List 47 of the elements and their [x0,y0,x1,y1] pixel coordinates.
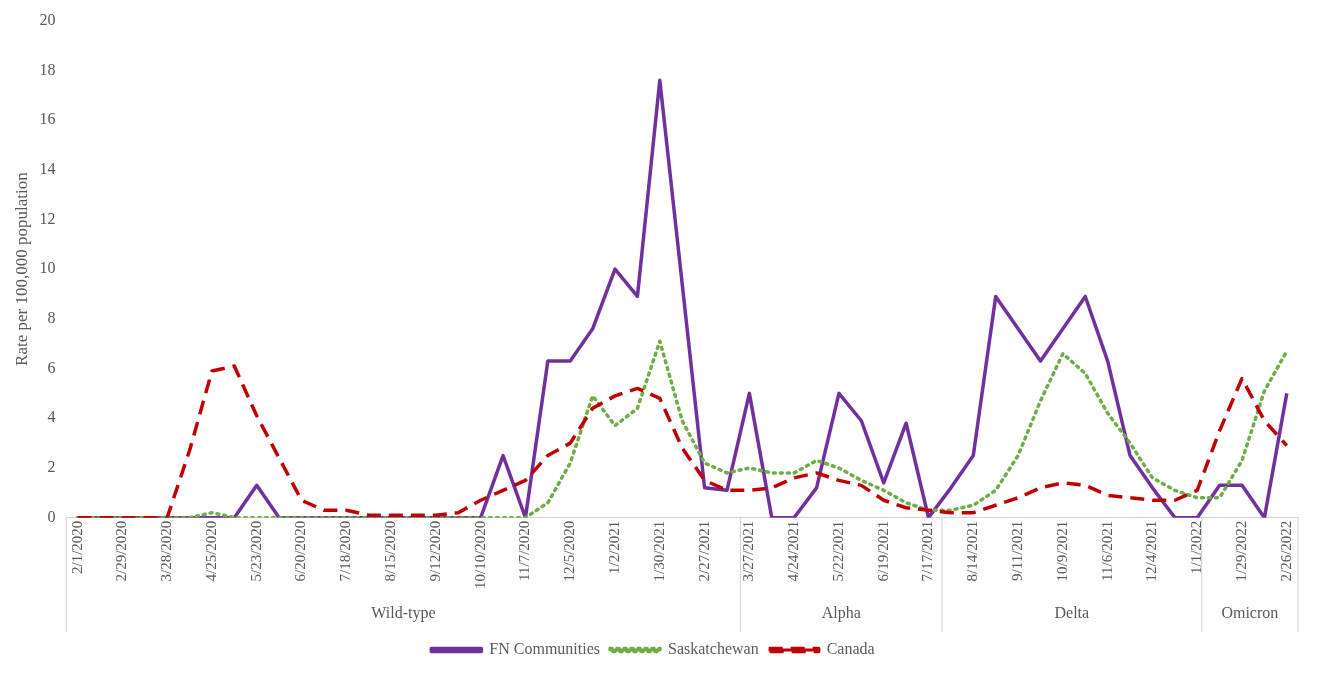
x-tick-label: 8/14/2021 [964,520,981,582]
y-tick-label: 14 [39,159,56,177]
x-tick-label: 3/27/2021 [740,520,757,582]
y-tick-label: 2 [47,458,56,476]
y-tick-label: 0 [47,507,56,525]
x-tick-label: 7/18/2020 [337,520,354,582]
y-tick-label: 12 [39,209,56,227]
x-tick-label: 7/17/2021 [919,520,936,582]
x-tick-label: 5/22/2021 [829,520,846,582]
y-tick-label: 8 [47,309,56,327]
x-tick-label: 1/2/2021 [605,520,622,575]
text: Delta [1054,604,1090,622]
x-tick-label: 3/28/2020 [158,520,175,582]
x-tick-label: 2/29/2020 [113,520,130,582]
legend-label: Saskatchewan [668,640,759,658]
x-tick-label: 12/4/2021 [1143,520,1160,582]
x-tick-label: 5/23/2020 [247,520,264,582]
y-tick-label: 18 [39,60,56,78]
legend-label: FN Communities [489,640,601,658]
y-axis-title: Rate per 100,000 population [11,171,31,366]
x-tick-label: 2/1/2020 [68,520,85,575]
y-tick-label: 6 [47,358,56,376]
y-tick-label: 20 [39,10,56,28]
legend-label: Canada [826,640,875,658]
x-tick-label: 6/19/2021 [874,520,891,582]
x-tick-label: 4/24/2021 [785,520,802,582]
x-tick-label: 4/25/2020 [202,520,219,582]
x-tick-label: 12/5/2020 [561,520,578,582]
x-tick-label: 8/15/2020 [382,520,399,582]
x-tick-label: 1/30/2021 [650,520,667,582]
text: Omicron [1221,604,1279,622]
x-tick-label: 11/7/2020 [516,520,533,581]
y-tick-label: 10 [39,259,56,277]
x-tick-label: 9/12/2020 [426,520,443,582]
x-tick-label: 10/10/2020 [471,520,488,590]
x-tick-label: 1/29/2022 [1232,520,1249,582]
x-tick-label: 6/20/2020 [292,520,309,582]
y-tick-label: 16 [39,110,56,128]
text: Wild-type [371,604,436,623]
y-tick-label: 4 [47,408,56,426]
x-tick-label: 9/11/2021 [1009,520,1026,581]
x-tick-label: 10/9/2021 [1053,520,1070,582]
x-tick-label: 1/1/2022 [1188,520,1205,575]
text: Alpha [821,604,861,623]
x-tick-label: 2/26/2022 [1277,520,1294,582]
x-tick-label: 11/6/2021 [1098,520,1115,581]
x-tick-label: 2/27/2021 [695,520,712,582]
